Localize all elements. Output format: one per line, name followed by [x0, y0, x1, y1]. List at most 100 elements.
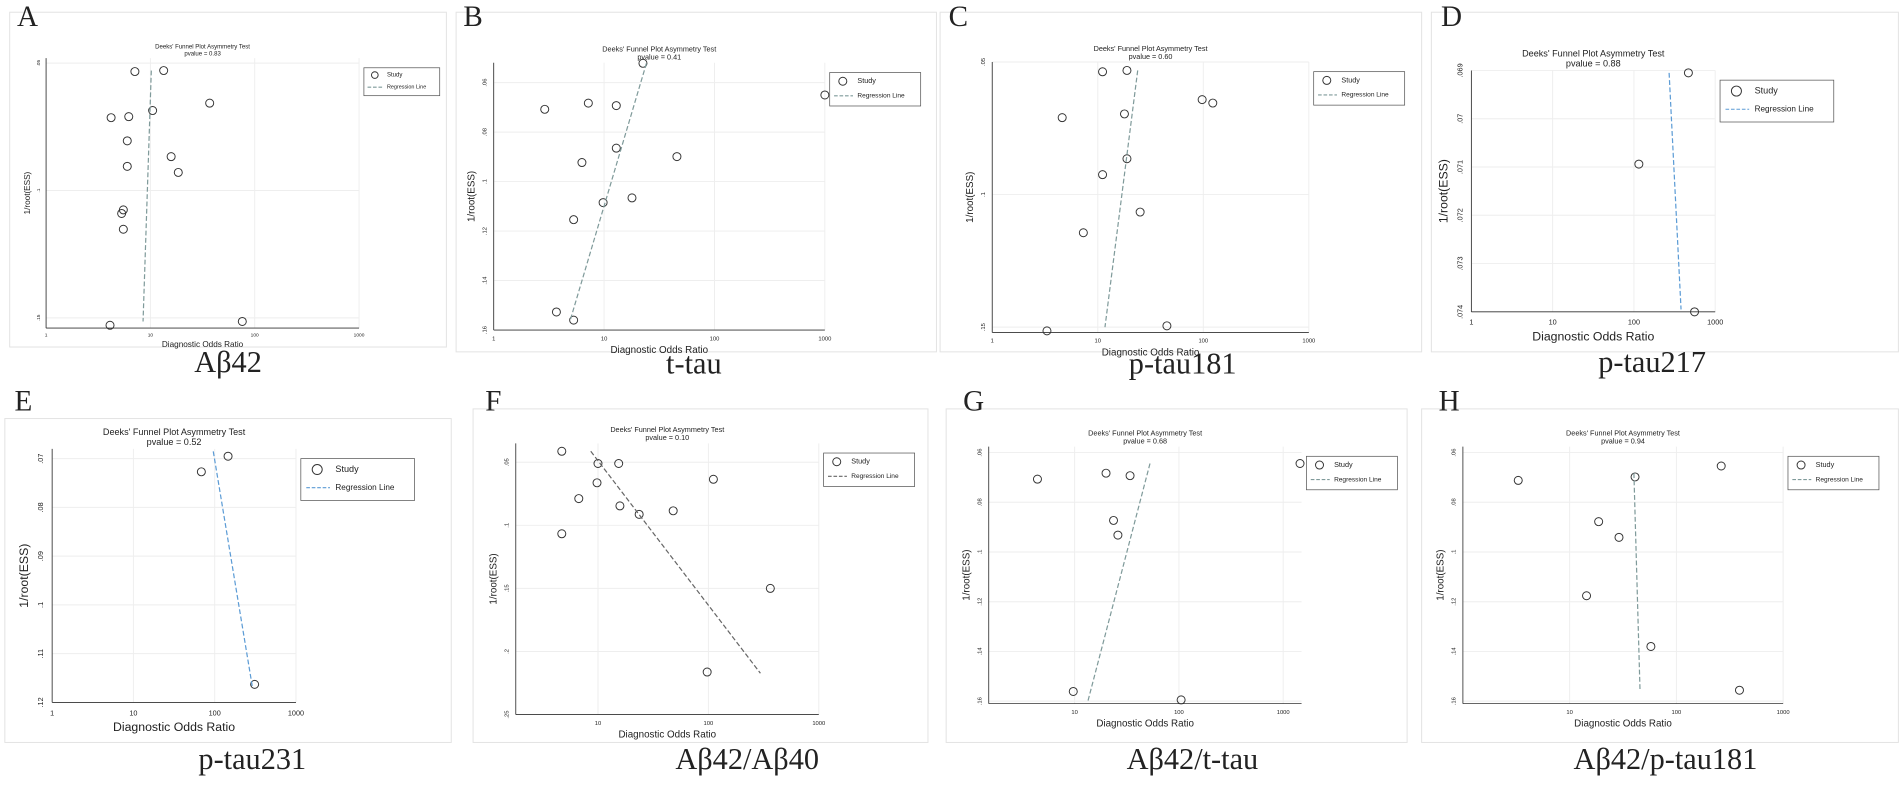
- y-axis-label: 1/root(ESS): [1436, 549, 1447, 600]
- x-tick-label: 1000: [1777, 710, 1790, 716]
- study-point: [1068, 686, 1078, 696]
- chart-title: Deeks' Funnel Plot Asymmetry Test: [155, 45, 250, 51]
- y-tick-label: .14: [482, 276, 488, 285]
- legend-label: Regression Line: [335, 483, 395, 492]
- panel-letter: E: [15, 386, 33, 418]
- panel-caption: Aβ42/t-tau: [1127, 742, 1259, 776]
- panel-frame: [472, 408, 929, 743]
- panel-letter: F: [485, 386, 501, 418]
- panel-letter: D: [1441, 1, 1462, 33]
- panel-frame: [9, 11, 447, 348]
- panel-frame: [939, 11, 1423, 353]
- y-tick-label: .08: [36, 502, 45, 512]
- study-point: [1646, 641, 1656, 651]
- chart-title: Deeks' Funnel Plot Asymmetry Test: [103, 427, 246, 437]
- y-tick-label: .069: [1455, 63, 1464, 77]
- chart-subtitle: pvalue = 0.52: [147, 437, 202, 447]
- regression-line: [590, 450, 761, 674]
- legend-label: Regression Line: [1341, 92, 1389, 99]
- y-tick-label: .11: [36, 649, 45, 659]
- chart-title: Deeks' Funnel Plot Asymmetry Test: [1088, 428, 1202, 437]
- study-point: [557, 529, 567, 539]
- y-tick-label: .1: [36, 188, 42, 192]
- x-tick-label: 1: [492, 336, 495, 342]
- y-tick-label: .05: [505, 458, 511, 466]
- chart-title: Deeks' Funnel Plot Asymmetry Test: [610, 425, 724, 434]
- y-tick-label: .15: [505, 584, 511, 592]
- legend-marker: [1730, 85, 1742, 97]
- study-point: [569, 215, 579, 225]
- study-point: [583, 98, 593, 108]
- study-point: [105, 320, 115, 330]
- legend-label: Regression Line: [1334, 476, 1382, 483]
- panel-frame: [1421, 408, 1899, 743]
- panel-caption: Aβ42/p-tau181: [1574, 742, 1758, 776]
- y-tick-label: .15: [981, 323, 987, 331]
- y-tick-label: .16: [978, 697, 984, 705]
- study-point: [598, 198, 608, 208]
- study-point: [592, 478, 602, 488]
- study-point: [702, 667, 712, 677]
- study-point: [1113, 530, 1123, 540]
- x-axis-label: Diagnostic Odds Ratio: [1574, 719, 1672, 730]
- x-axis-label: Diagnostic Odds Ratio: [610, 345, 708, 356]
- x-axis-label: Diagnostic Odds Ratio: [1532, 330, 1654, 344]
- y-tick-label: .1: [505, 523, 511, 528]
- chart-subtitle: pvalue = 0.68: [1123, 436, 1167, 445]
- study-point: [634, 509, 644, 519]
- panel-caption: Aβ42: [194, 345, 262, 379]
- regression-line: [569, 63, 648, 322]
- y-tick-label: .074: [1455, 305, 1464, 319]
- y-tick-label: .12: [36, 697, 45, 707]
- panel-caption: p-tau181: [1129, 346, 1237, 380]
- x-tick-label: 1000: [1707, 318, 1723, 327]
- study-point: [1125, 471, 1135, 481]
- study-point: [1295, 459, 1305, 468]
- x-tick-label: 10: [595, 721, 601, 727]
- legend-label: Regression Line: [1816, 476, 1864, 483]
- x-axis-label: Diagnostic Odds Ratio: [113, 720, 235, 734]
- legend-marker: [832, 457, 842, 467]
- x-tick-label: 1000: [288, 708, 304, 717]
- x-tick-label: 1: [1469, 318, 1473, 327]
- x-tick-label: 100: [1174, 710, 1184, 716]
- study-point: [1057, 113, 1067, 123]
- legend-label: Study: [1341, 75, 1360, 84]
- x-tick-label: 10: [601, 336, 607, 342]
- study-point: [593, 459, 603, 468]
- study-point: [223, 451, 233, 461]
- study-point: [1176, 695, 1186, 705]
- x-axis-label: Diagnostic Odds Ratio: [1096, 719, 1194, 730]
- x-tick-label: 100: [209, 708, 221, 717]
- study-point: [615, 501, 625, 511]
- panel-caption: Aβ42/Aβ40: [675, 742, 819, 776]
- legend-marker: [370, 71, 379, 79]
- study-point: [1119, 109, 1129, 119]
- panel-letter: H: [1439, 386, 1460, 418]
- legend-label: Study: [851, 457, 870, 466]
- y-tick-label: .06: [978, 449, 984, 457]
- x-tick-label: 100: [1672, 710, 1682, 716]
- y-tick-label: .06: [482, 79, 488, 87]
- study-point: [124, 112, 134, 122]
- y-tick-label: .06: [1452, 449, 1458, 457]
- y-tick-label: .1: [981, 192, 987, 197]
- study-point: [118, 224, 128, 234]
- study-point: [765, 583, 775, 593]
- x-tick-label: 10: [1549, 318, 1557, 327]
- chart-subtitle: pvalue = 0.94: [1601, 436, 1645, 445]
- y-tick-label: .1: [978, 550, 984, 555]
- chart-title: Deeks' Funnel Plot Asymmetry Test: [1522, 48, 1665, 58]
- y-axis-label: 1/root(ESS): [965, 172, 976, 223]
- study-point: [1162, 321, 1172, 331]
- y-tick-label: .08: [978, 498, 984, 506]
- study-point: [611, 101, 621, 111]
- x-tick-label: 100: [1198, 339, 1208, 345]
- legend-label: Study: [1755, 85, 1779, 95]
- y-tick-label: .16: [1452, 697, 1458, 705]
- study-point: [627, 193, 637, 203]
- chart-subtitle: pvalue = 0.83: [184, 51, 221, 57]
- study-point: [1109, 515, 1119, 525]
- chart-title: Deeks' Funnel Plot Asymmetry Test: [1566, 428, 1680, 437]
- panel-caption: t-tau: [666, 346, 722, 380]
